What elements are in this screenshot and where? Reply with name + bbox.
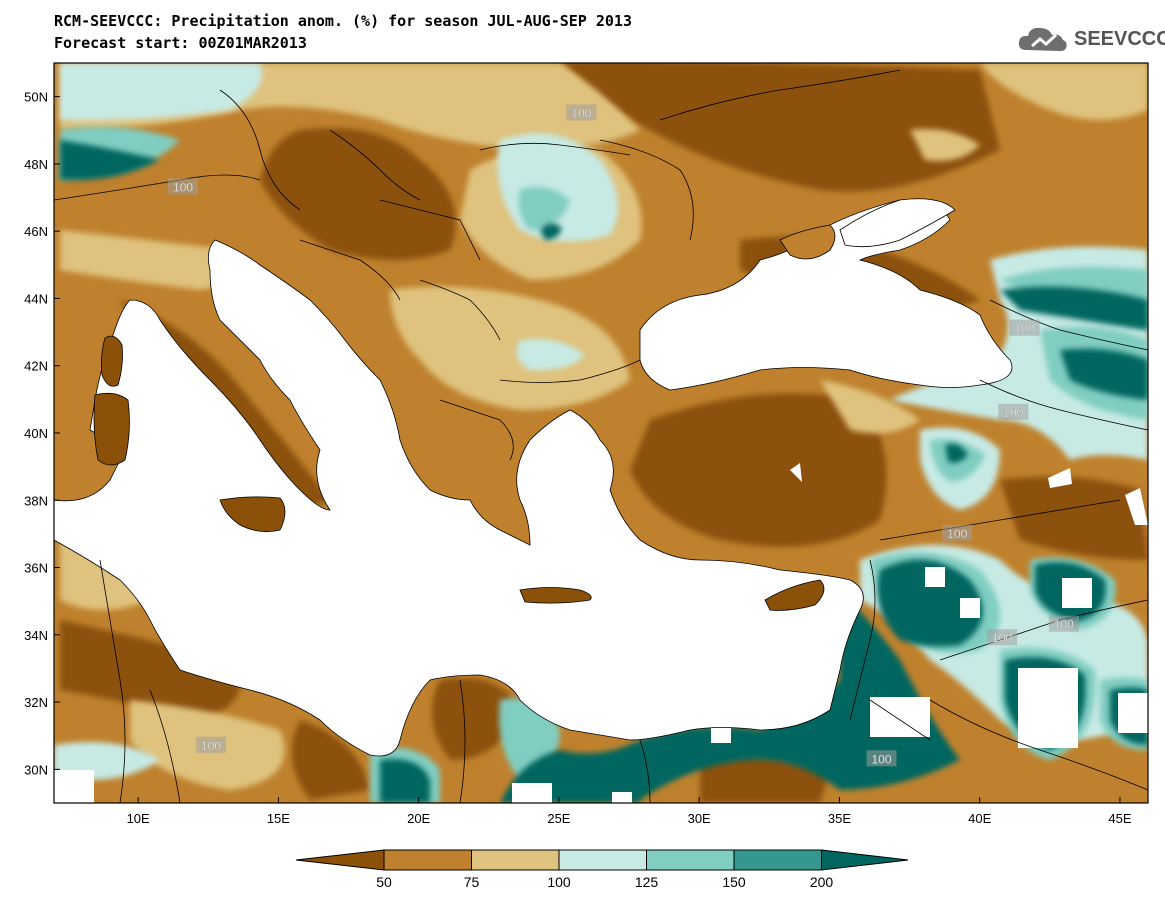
y-tick-label: 38N xyxy=(24,493,48,508)
crimea xyxy=(779,224,836,260)
y-tick-label: 30N xyxy=(24,762,48,777)
x-tick-label: 40E xyxy=(968,811,991,826)
islands xyxy=(93,224,836,611)
contour-label: 100 xyxy=(1003,406,1023,420)
sicily xyxy=(219,496,286,533)
x-tick-label: 20E xyxy=(407,811,430,826)
logo-text: SEEVCCC xyxy=(1074,28,1165,50)
colorbar-swatch xyxy=(558,849,647,871)
cloud-icon xyxy=(1018,27,1067,51)
no-data-patches xyxy=(54,463,1148,803)
y-axis: 30N 32N 34N 36N 38N 40N 42N 44N 46N 48N 50N xyxy=(24,90,60,777)
colorbar-swatch xyxy=(383,849,472,871)
contour-label: 100 xyxy=(201,739,221,753)
contour-label: 100 xyxy=(947,527,967,541)
contour-label-bg xyxy=(998,403,1029,420)
colorbar-level-label: 150 xyxy=(722,874,746,890)
x-tick-label: 15E xyxy=(267,811,290,826)
cyprus xyxy=(764,579,825,611)
x-tick-label: 25E xyxy=(547,811,570,826)
y-tick-label: 42N xyxy=(24,359,48,374)
colorbar-swatch xyxy=(733,849,822,871)
contour-labels: 100 100 100 100 100 100 100 100 100 xyxy=(168,104,1079,766)
sardinia xyxy=(93,392,130,466)
contour-label: 100 xyxy=(1015,322,1035,336)
contour-label-bg xyxy=(866,750,897,767)
seevccc-logo: SEEVCCC xyxy=(1016,22,1165,58)
seas xyxy=(54,198,1013,757)
contour-label: 100 xyxy=(871,752,891,766)
y-tick-label: 32N xyxy=(24,695,48,710)
contour-label-bg xyxy=(1048,615,1079,632)
y-tick-label: 36N xyxy=(24,561,48,576)
contour-label-bg xyxy=(942,524,973,541)
y-tick-label: 34N xyxy=(24,628,48,643)
x-tick-label: 30E xyxy=(688,811,711,826)
forecast-start-label: Forecast start: 00Z01MAR2013 xyxy=(54,34,307,52)
crete xyxy=(519,587,592,604)
x-tick-label: 35E xyxy=(828,811,851,826)
sea-of-azov xyxy=(839,198,956,248)
contour-label: 100 xyxy=(571,106,591,120)
colorbar: 50 75 100 125 150 200 xyxy=(295,849,909,890)
chart-title: RCM-SEEVCCC: Precipitation anom. (%) for… xyxy=(54,12,632,30)
x-tick-label: 45E xyxy=(1108,811,1131,826)
y-tick-label: 48N xyxy=(24,157,48,172)
colorbar-level-label: 75 xyxy=(464,874,480,890)
colorbar-swatch xyxy=(646,849,735,871)
contour-label-bg xyxy=(566,104,597,121)
contour-label-bg xyxy=(196,736,227,753)
x-axis: 10E 15E 20E 25E 30E 35E 40E 45E xyxy=(127,797,1132,826)
y-tick-label: 50N xyxy=(24,90,48,105)
colorbar-over-triangle xyxy=(821,849,909,871)
y-tick-label: 46N xyxy=(24,224,48,239)
mediterranean-sea xyxy=(54,239,864,757)
contour-label: 100 xyxy=(1054,618,1074,632)
colorbar-under-triangle xyxy=(295,849,385,871)
y-tick-label: 40N xyxy=(24,426,48,441)
contour-label: 100 xyxy=(992,631,1012,645)
contour-label-bg xyxy=(168,178,199,195)
map-area: 100 100 100 100 100 100 100 100 100 xyxy=(54,63,1148,803)
contour-label: 100 xyxy=(173,180,193,194)
colorbar-level-label: 200 xyxy=(810,874,834,890)
y-tick-label: 44N xyxy=(24,291,48,306)
corsica xyxy=(101,335,123,387)
colorbar-level-label: 125 xyxy=(635,874,659,890)
colorbar-swatch xyxy=(471,849,560,871)
colorbar-level-label: 50 xyxy=(376,874,392,890)
colorbar-level-label: 100 xyxy=(547,874,571,890)
contour-label-bg xyxy=(1009,319,1040,336)
contour-label-bg xyxy=(987,629,1018,646)
country-borders xyxy=(54,69,1148,803)
x-tick-label: 10E xyxy=(127,811,150,826)
